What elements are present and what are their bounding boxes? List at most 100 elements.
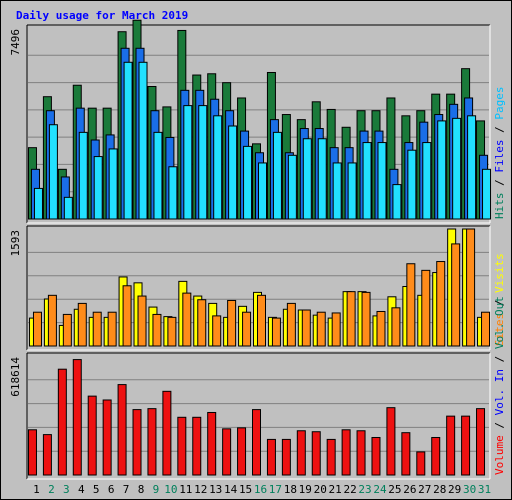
bar-sites-day-27 [421,269,431,347]
bar-sites-day-16 [257,294,266,347]
legend-item-volume: Volume [493,435,506,475]
bar-sites-day-26 [406,263,416,347]
bar-volume-day-18 [281,438,291,476]
bar-volume-day-15 [237,427,247,476]
bar-pages-day-28 [437,120,447,220]
legend-separator: / [493,173,506,193]
legend-item-hits: Hits [493,193,506,220]
bar-pages-day-13 [213,115,223,220]
bar-pages-day-18 [287,154,297,220]
bar-volume-day-23 [356,430,366,476]
bar-volume-day-5 [87,395,97,476]
day-label-19: 19 [299,483,312,496]
bar-pages-day-17 [272,131,282,220]
legend-separator: / [493,120,506,140]
legend-item-files: Files [493,140,506,173]
day-label-25: 25 [388,483,401,496]
bar-pages-day-20 [317,138,327,220]
chart-title: Daily usage for March 2019 [16,9,188,22]
y-max-label: 1593 [9,230,22,257]
day-label-23: 23 [358,483,371,496]
bar-volume-day-19 [296,430,306,476]
bar-sites-day-19 [301,309,311,347]
bar-volume-day-31 [476,408,486,476]
bar-sites-day-8 [137,295,147,347]
bar-volume-day-7 [117,384,127,476]
day-label-5: 5 [93,483,100,496]
bar-sites-day-10 [167,316,177,347]
bar-pages-day-27 [422,142,432,220]
bar-volume-day-24 [371,436,381,476]
bar-pages-day-10 [168,166,178,220]
bar-pages-day-2 [48,124,58,220]
bar-sites-day-24 [376,310,386,347]
day-label-4: 4 [78,483,85,496]
bar-pages-day-11 [183,105,193,220]
bar-volume-day-22 [341,429,351,476]
bar-sites-day-2 [47,294,57,347]
bar-volume-day-26 [401,432,411,476]
legend-visits_sites: Sites / Visits [493,253,506,346]
bar-sites-day-28 [436,261,446,347]
day-label-13: 13 [209,483,222,496]
day-label-7: 7 [123,483,130,496]
bar-volume-day-12 [192,416,202,476]
y-max-label: 618614 [9,357,22,397]
day-label-28: 28 [433,483,446,496]
bar-sites-day-15 [242,311,252,347]
bar-pages-day-1 [33,187,43,220]
day-label-18: 18 [284,483,297,496]
bar-sites-day-14 [227,299,237,347]
day-label-6: 6 [108,483,115,496]
legend-separator: / [493,293,506,313]
bar-volume-day-30 [461,415,471,476]
bar-pages-day-6 [108,148,118,220]
bar-sites-day-9 [152,313,162,347]
day-label-9: 9 [153,483,160,496]
bar-volume-day-6 [102,399,112,476]
day-label-24: 24 [373,483,387,496]
bar-sites-day-7 [122,285,132,347]
day-label-16: 16 [254,483,267,496]
bar-sites-day-30 [466,228,476,347]
bar-volume-day-29 [446,415,456,476]
bar-volume-day-8 [132,409,142,476]
bar-sites-day-5 [92,311,102,347]
bar-volume-day-11 [177,416,187,476]
legend-separator: / [493,349,506,369]
bar-sites-day-12 [197,299,207,347]
day-label-20: 20 [314,483,327,496]
bar-pages-day-8 [138,61,148,220]
day-label-15: 15 [239,483,252,496]
bar-volume-day-28 [431,436,441,476]
bar-sites-day-6 [107,311,117,347]
bar-volume-day-21 [326,438,336,476]
bar-volume-day-13 [207,411,217,476]
legend-item-vol-in: Vol. In [493,369,506,415]
bar-pages-day-3 [63,196,73,220]
legend-hits_pages_files: Hits / Files / Pages [493,87,506,220]
legend-item-sites: Sites [493,313,506,346]
bar-sites-day-31 [481,311,491,347]
bar-volume-day-9 [147,408,157,476]
bar-pages-day-30 [467,115,477,220]
bar-sites-day-13 [212,315,222,347]
bar-pages-day-26 [407,149,417,220]
day-label-21: 21 [329,483,342,496]
day-label-3: 3 [63,483,70,496]
day-label-11: 11 [179,483,192,496]
bar-sites-day-21 [331,312,341,347]
bar-sites-day-18 [286,302,296,347]
bar-pages-day-31 [482,168,492,220]
bar-sites-day-11 [182,292,192,347]
bar-volume-day-1 [27,429,37,476]
legend-item-vol-out: Vol. Out [493,296,506,349]
day-label-17: 17 [269,483,282,496]
bar-pages-day-16 [258,162,267,220]
day-label-27: 27 [418,483,431,496]
bar-pages-day-15 [243,145,253,220]
bar-sites-day-4 [77,302,87,347]
bar-pages-day-23 [362,142,372,220]
bar-pages-day-9 [153,131,163,220]
